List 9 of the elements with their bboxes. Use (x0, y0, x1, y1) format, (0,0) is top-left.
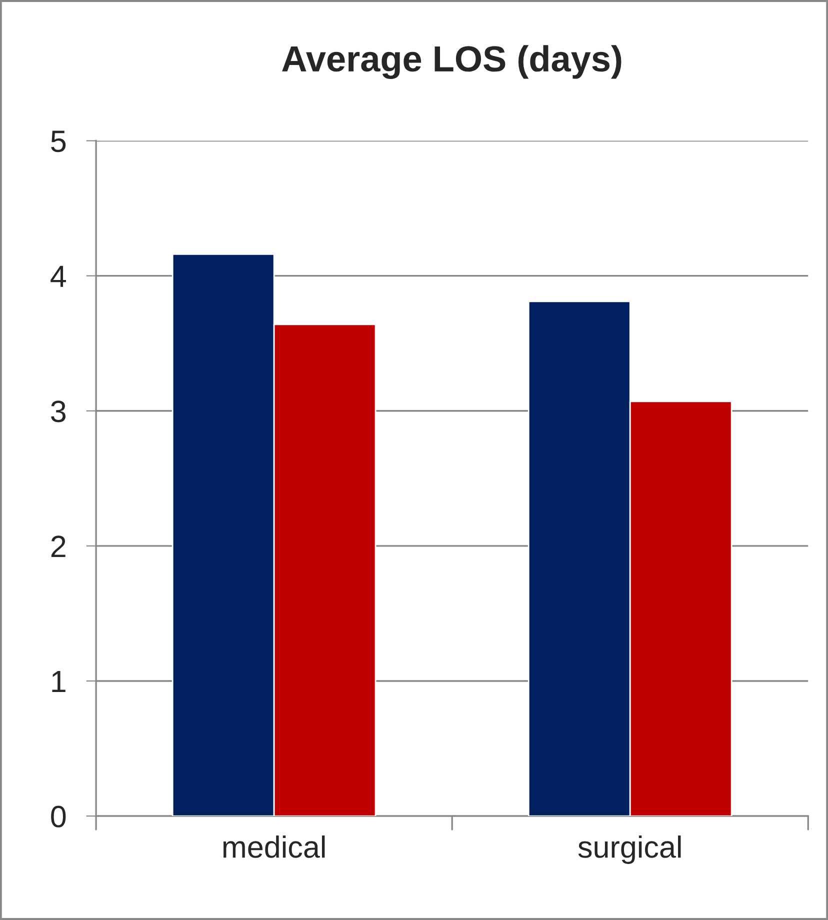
y-tick-label: 3 (51, 400, 66, 422)
y-tick-label: 0 (51, 806, 66, 828)
chart-title: Average LOS (days) (282, 45, 622, 79)
y-tick-label: 4 (50, 266, 66, 287)
y-tick-label: 5 (51, 130, 66, 152)
x-tick-label: medical (223, 835, 325, 858)
y-tick-label: 2 (51, 536, 66, 557)
x-tick-label: surgical (578, 835, 681, 864)
y-tick-label: 1 (52, 671, 66, 692)
